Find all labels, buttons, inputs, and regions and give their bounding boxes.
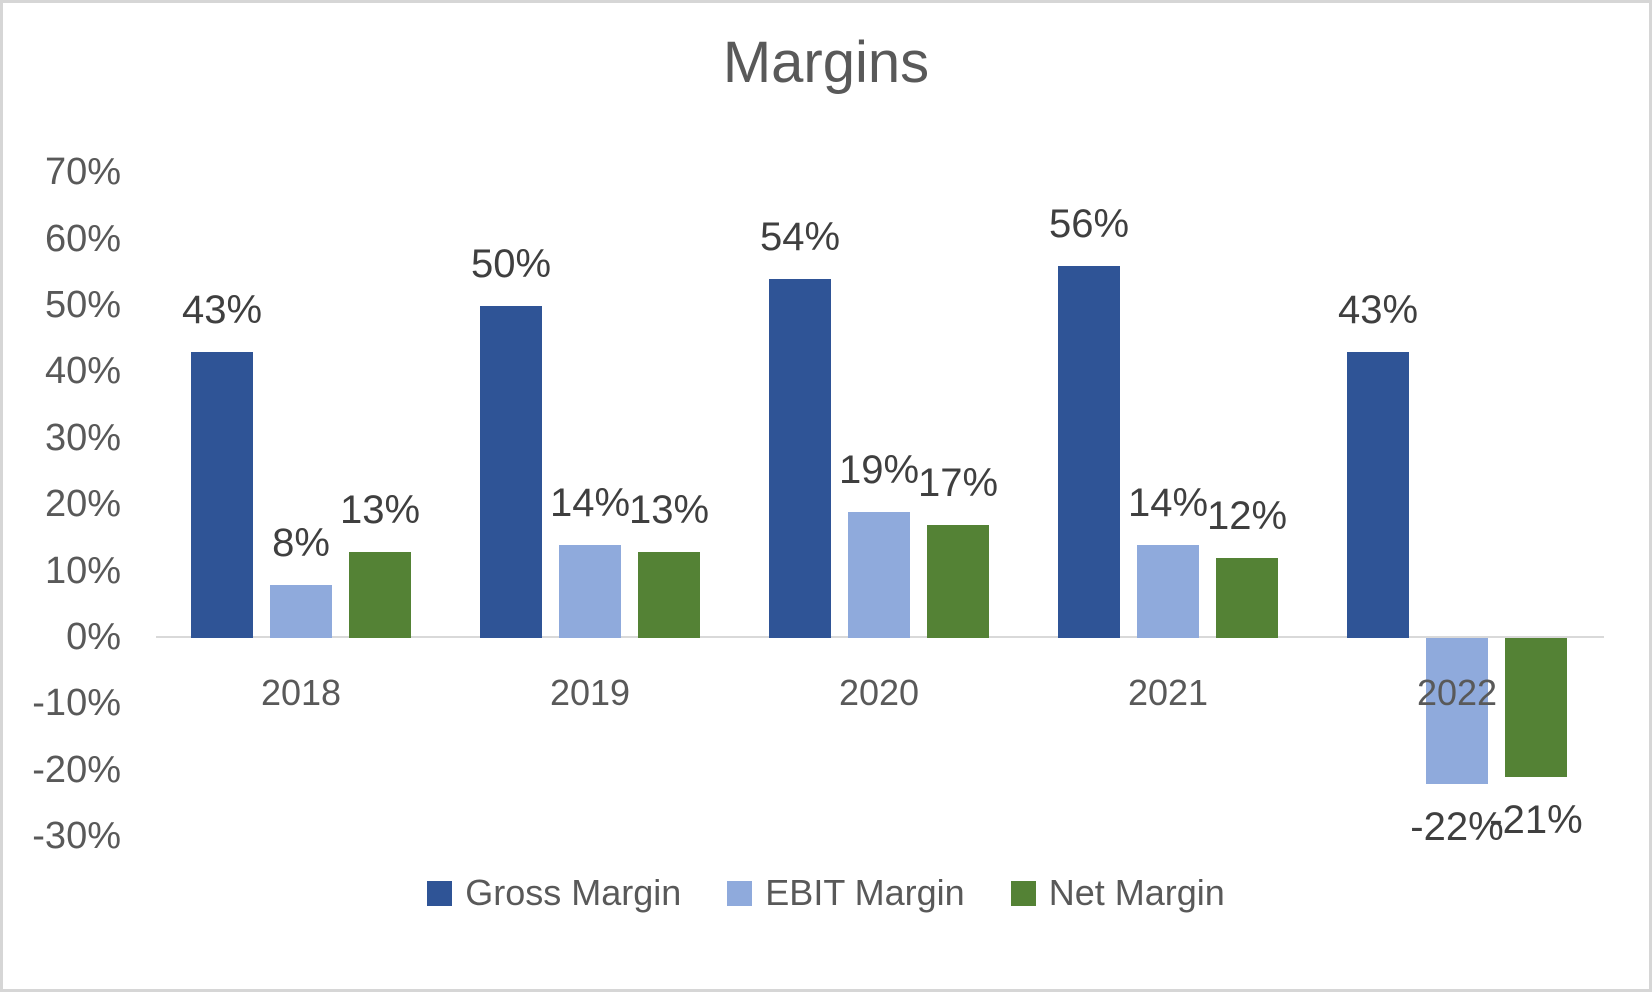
legend-swatch-net-margin <box>1010 880 1036 906</box>
data-label-net-margin-2018: 13% <box>339 488 421 532</box>
y-tick-20-: 20% <box>44 483 121 525</box>
x-label-2022: 2022 <box>1416 672 1498 713</box>
data-label-gross-margin-2022: 43% <box>1337 288 1419 332</box>
data-label-gross-margin-2021: 56% <box>1048 202 1130 246</box>
y-tick-10-: 10% <box>44 550 121 592</box>
bar-gross-margin-2021 <box>1057 266 1120 638</box>
data-label-ebit-margin-2018: 8% <box>272 521 330 565</box>
bar-ebit-margin-2018 <box>269 585 332 638</box>
legend-swatch-ebit-margin <box>727 880 753 906</box>
bar-gross-margin-2022 <box>1346 352 1409 638</box>
bar-gross-margin-2019 <box>479 306 542 638</box>
bar-net-margin-2021 <box>1215 558 1278 638</box>
data-label-net-margin-2021: 12% <box>1206 494 1288 538</box>
legend-item-ebit-margin: EBIT Margin <box>727 871 965 915</box>
bar-net-margin-2020 <box>926 525 989 638</box>
bar-ebit-margin-2020 <box>847 512 910 638</box>
legend-item-net-margin: Net Margin <box>1010 871 1225 915</box>
legend-label-net-margin: Net Margin <box>1048 872 1225 913</box>
data-label-ebit-margin-2021: 14% <box>1127 481 1209 525</box>
bar-net-margin-2018 <box>348 552 411 638</box>
data-label-ebit-margin-2020: 19% <box>838 448 920 492</box>
data-label-net-margin-2020: 17% <box>917 461 999 505</box>
data-label-net-margin-2022: -21% <box>1489 798 1583 842</box>
data-label-gross-margin-2019: 50% <box>470 242 552 286</box>
legend-item-gross-margin: Gross Margin <box>427 871 681 915</box>
y-tick-0-: 0% <box>66 616 121 658</box>
data-label-net-margin-2019: 13% <box>628 488 710 532</box>
y-tick-30-: 30% <box>44 417 121 459</box>
y-tick-60-: 60% <box>44 218 121 260</box>
x-label-2020: 2020 <box>838 672 920 713</box>
legend-label-ebit-margin: EBIT Margin <box>765 872 965 913</box>
legend: Gross Margin EBIT Margin Net Margin <box>3 871 1649 915</box>
y-tick--10-: -10% <box>32 682 121 724</box>
x-label-2021: 2021 <box>1127 672 1209 713</box>
y-tick-70-: 70% <box>44 151 121 193</box>
data-label-ebit-margin-2019: 14% <box>549 481 631 525</box>
y-tick--20-: -20% <box>32 749 121 791</box>
y-tick-40-: 40% <box>44 350 121 392</box>
x-label-2018: 2018 <box>260 672 342 713</box>
x-label-2019: 2019 <box>549 672 631 713</box>
bar-gross-margin-2020 <box>768 279 831 638</box>
legend-swatch-gross-margin <box>427 880 453 906</box>
chart-title: Margins <box>722 30 930 95</box>
data-label-ebit-margin-2022: -22% <box>1410 805 1504 849</box>
bar-ebit-margin-2019 <box>558 545 621 638</box>
data-label-gross-margin-2020: 54% <box>759 215 841 259</box>
y-tick-50-: 50% <box>44 284 121 326</box>
bar-ebit-margin-2022 <box>1425 638 1488 784</box>
legend-label-gross-margin: Gross Margin <box>465 872 682 913</box>
bar-gross-margin-2018 <box>190 352 253 638</box>
bar-ebit-margin-2021 <box>1136 545 1199 638</box>
data-label-gross-margin-2018: 43% <box>181 288 263 332</box>
y-tick--30-: -30% <box>32 815 121 857</box>
bar-net-margin-2022 <box>1504 638 1567 777</box>
bar-net-margin-2019 <box>637 552 700 638</box>
